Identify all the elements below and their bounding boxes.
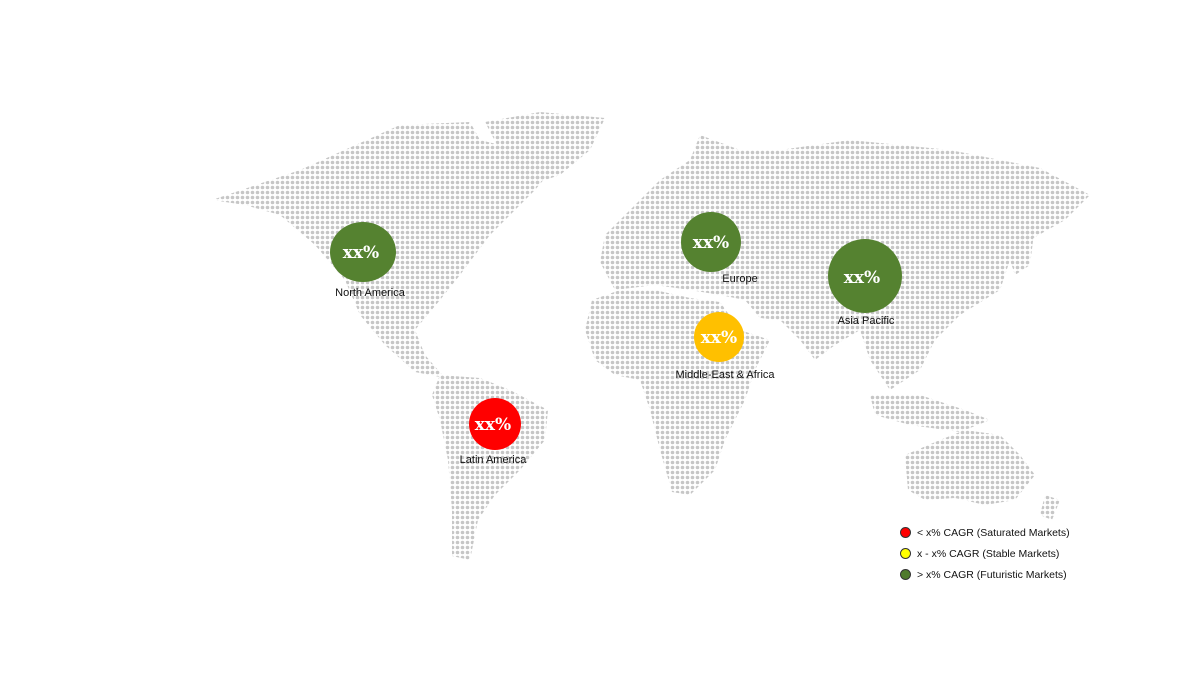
bubble-value: xx% [475,415,511,435]
legend-item-stable: x - x% CAGR (Stable Markets) [900,543,1070,564]
land-australia [905,430,1035,505]
bubble-value: xx% [343,243,379,263]
region-label: Middle-East & Africa [675,369,775,381]
bubble-value: xx% [701,328,737,348]
land-africa [585,290,770,495]
yellow-dot-icon [900,548,911,559]
region-label: North America [335,287,406,299]
bubble-value: xx% [844,268,880,288]
bubble-asia-pacific[interactable]: xx% Asia Pacific [828,239,902,327]
bubble-value: xx% [693,233,729,253]
region-label: Latin America [460,454,528,466]
bubble-europe[interactable]: xx% Europe [681,212,758,285]
red-dot-icon [900,527,911,538]
land-greenland [485,112,605,185]
legend-label: > x% CAGR (Futuristic Markets) [917,568,1067,581]
bubble-middle-east-africa[interactable]: xx% Middle-East & Africa [675,312,775,381]
land-japan [1010,225,1035,275]
legend-label: x - x% CAGR (Stable Markets) [917,547,1060,560]
legend-item-saturated: < x% CAGR (Saturated Markets) [900,522,1070,543]
bubble-north-america[interactable]: xx% North America [330,222,406,299]
legend-item-futuristic: > x% CAGR (Futuristic Markets) [900,564,1070,585]
land-new-zealand [1040,495,1060,520]
region-label: Asia Pacific [838,315,895,327]
region-label: Europe [722,273,757,285]
land-southeast-asia [870,395,990,432]
green-dot-icon [900,569,911,580]
legend-label: < x% CAGR (Saturated Markets) [917,526,1070,539]
bubble-latin-america[interactable]: xx% Latin America [460,398,528,466]
legend: < x% CAGR (Saturated Markets) x - x% CAG… [900,522,1070,585]
